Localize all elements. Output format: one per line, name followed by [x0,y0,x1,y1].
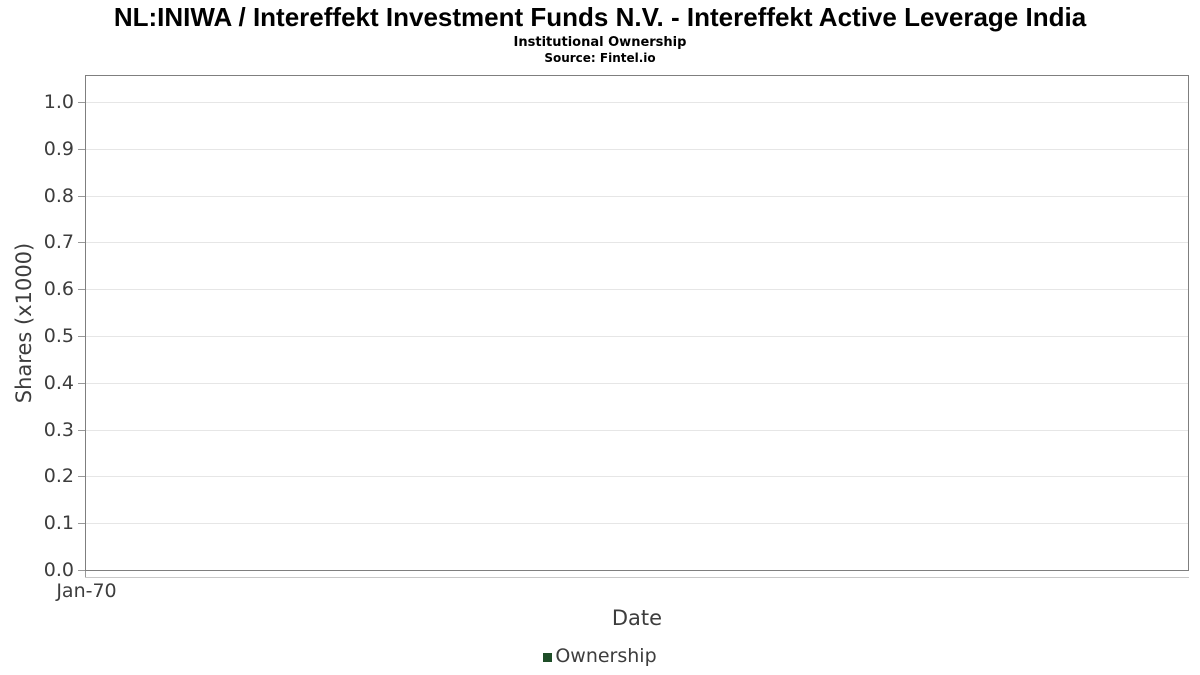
gridline [86,196,1188,197]
y-tick-label: 0.8 [43,185,74,207]
plot-area [85,75,1189,571]
gridline [86,102,1188,103]
gridline [86,336,1188,337]
y-tick-mark [78,289,85,290]
y-tick-mark [78,383,85,384]
y-tick-mark [78,523,85,524]
x-tick-mark [85,571,86,577]
gridline [86,430,1188,431]
y-tick-label: 0.1 [43,512,74,534]
y-tick-label: 0.0 [43,559,74,581]
y-tick-mark [78,476,85,477]
y-tick-mark [78,570,85,571]
y-tick-label: 1.0 [43,91,74,113]
gridline [86,289,1188,290]
y-tick-label: 0.6 [43,278,74,300]
x-tick-label: Jan-70 [56,580,117,602]
y-tick-label: 0.5 [43,325,74,347]
y-tick-mark [78,242,85,243]
legend: Ownership [0,645,1200,667]
y-tick-label: 0.9 [43,138,74,160]
y-tick-mark [78,336,85,337]
y-tick-mark [78,430,85,431]
x-axis-line [85,577,1189,578]
y-tick-label: 0.2 [43,465,74,487]
y-tick-mark [78,196,85,197]
chart-source: Source: Fintel.io [544,51,656,65]
y-tick-mark [78,149,85,150]
gridline [86,523,1188,524]
chart-title: NL:INIWA / Intereffekt Investment Funds … [113,2,1087,32]
legend-swatch-icon [543,652,553,662]
gridline [86,149,1188,150]
y-tick-label: 0.3 [43,419,74,441]
chart-subtitle: Institutional Ownership [513,35,687,50]
gridline [86,383,1188,384]
y-tick-label: 0.7 [43,231,74,253]
gridline [86,476,1188,477]
gridline [86,242,1188,243]
legend-label: Ownership [555,645,657,667]
y-tick-mark [78,102,85,103]
y-tick-label: 0.4 [43,372,74,394]
x-axis-label: Date [611,606,663,630]
